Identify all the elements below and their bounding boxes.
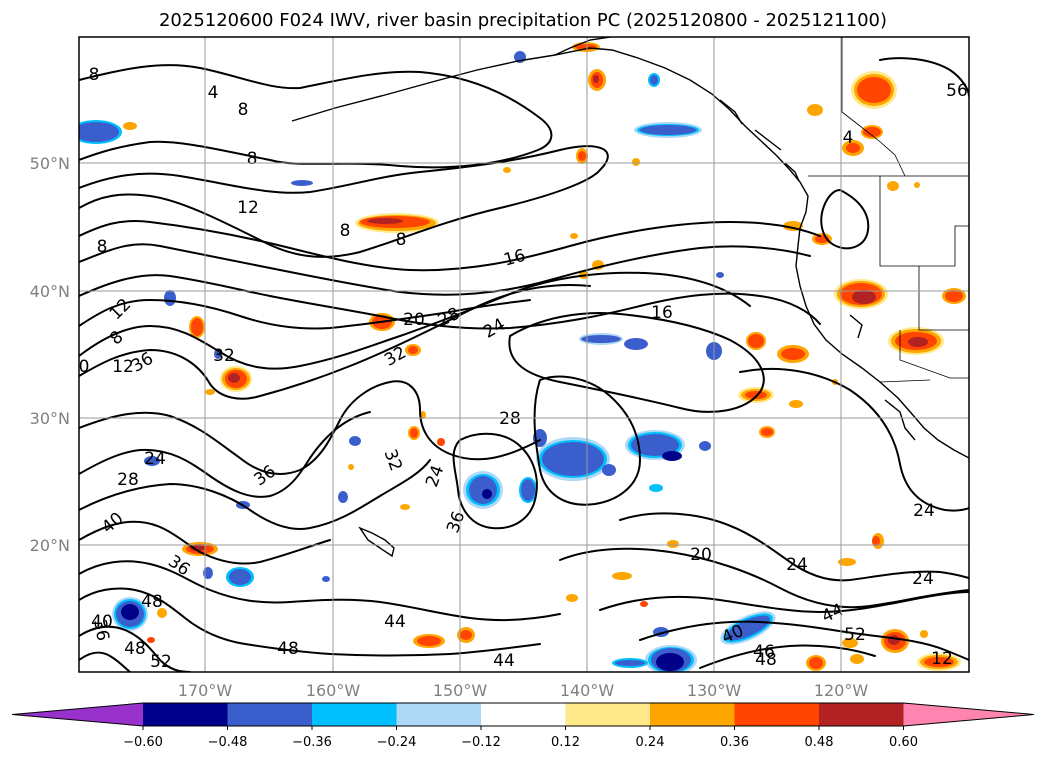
lat-label: 30°N xyxy=(30,409,70,428)
contour-label: 48 xyxy=(277,639,299,659)
lon-label: 170°W xyxy=(178,681,233,700)
colorbar-extend-max xyxy=(903,703,1034,726)
contour-label: 8 xyxy=(396,230,407,250)
lon-label: 120°W xyxy=(814,681,869,700)
colorbar-segment xyxy=(481,703,566,726)
contour-label: 8 xyxy=(97,237,108,257)
contour-label: 48 xyxy=(755,650,777,670)
colorbar-segment xyxy=(565,703,651,726)
colorbar-tick-label: 0.24 xyxy=(636,735,665,750)
latitude-labels: 50°N 40°N 30°N 20°N xyxy=(30,154,70,555)
contour-label: 20 xyxy=(690,545,712,565)
map-frame xyxy=(78,36,970,673)
colorbar-segment xyxy=(650,703,735,726)
lon-label: 130°W xyxy=(687,681,742,700)
contour-label: 20 xyxy=(403,310,425,330)
colorbar-tick-label: −0.48 xyxy=(208,735,248,750)
contour-label: 48 xyxy=(124,639,146,659)
colorbar-tick-label: −0.24 xyxy=(377,735,417,750)
colorbar-extend-min xyxy=(12,703,143,726)
colorbar-segment xyxy=(143,703,228,726)
colorbar-tick-label: 0.48 xyxy=(805,735,834,750)
colorbar-segment xyxy=(734,703,820,726)
contour-label: 46 xyxy=(753,642,775,662)
contour-label: 36 xyxy=(89,618,112,643)
colorbar-tick-label: −0.12 xyxy=(461,735,501,750)
contour-label: 12 xyxy=(931,649,953,669)
contour-label: 52 xyxy=(150,652,172,672)
contour-label: 44 xyxy=(493,651,515,671)
contour-label: 4 xyxy=(843,128,854,148)
contour-label: 24 xyxy=(913,501,935,521)
contour-label: 24 xyxy=(786,555,808,575)
longitude-labels: 170°W 160°W 150°W 140°W 130°W 120°W xyxy=(178,681,869,700)
contour-label: 4 xyxy=(208,83,219,103)
contour-label: 0 xyxy=(79,357,90,377)
contour-label: 12 xyxy=(237,198,259,218)
lon-label: 140°W xyxy=(560,681,615,700)
contour-label: 44 xyxy=(384,612,406,632)
lon-label: 150°W xyxy=(433,681,488,700)
lon-label: 160°W xyxy=(306,681,361,700)
contour-label: 12 xyxy=(112,357,134,377)
contour-label: 52 xyxy=(844,625,866,645)
colorbar-segment xyxy=(227,703,313,726)
lat-label: 20°N xyxy=(30,536,70,555)
map-title: 2025120600 F024 IWV, river basin precipi… xyxy=(159,10,887,31)
contour-label: 28 xyxy=(499,409,521,429)
colorbar-tick-label: −0.36 xyxy=(292,735,332,750)
colorbar-tick-label: 0.36 xyxy=(720,735,749,750)
contour-label: 24 xyxy=(912,569,934,589)
positive-precip-patches xyxy=(123,42,966,671)
contour-label: 8 xyxy=(238,100,249,120)
iwv-contours xyxy=(79,57,969,672)
colorbar: −0.60 −0.48 −0.36 −0.24 −0.12 0.12 0.24 0.36 0.4… xyxy=(11,702,1035,750)
contour-label: 56 xyxy=(946,81,968,101)
colorbar-tick-label: 0.12 xyxy=(551,735,580,750)
lat-label: 40°N xyxy=(30,282,70,301)
colorbar-tick-label: −0.60 xyxy=(123,735,163,750)
graticule xyxy=(79,37,969,672)
contour-label: 40 xyxy=(91,612,113,632)
colorbar-tick-label: 0.60 xyxy=(889,735,918,750)
contour-label: 8 xyxy=(340,221,351,241)
contour-label: 24 xyxy=(144,449,166,469)
political-borders xyxy=(808,37,969,383)
contour-label: 32 xyxy=(213,346,235,366)
contour-label: 28 xyxy=(117,470,139,490)
contour-label: 8 xyxy=(89,65,100,85)
contour-label: 48 xyxy=(141,592,163,612)
colorbar-segment xyxy=(312,703,397,726)
colorbar-segment xyxy=(819,703,904,726)
contour-label: 8 xyxy=(247,149,258,169)
colorbar-segment xyxy=(396,703,482,726)
contour-label: 16 xyxy=(651,303,673,323)
lat-label: 50°N xyxy=(30,154,70,173)
